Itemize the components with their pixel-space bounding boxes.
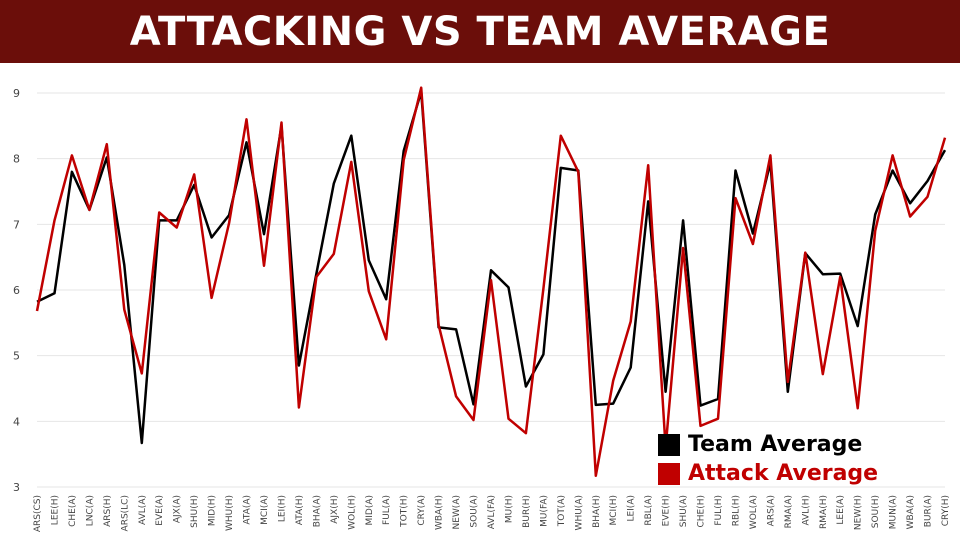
- x-tick-label: WHU(A): [574, 495, 584, 530]
- legend: Team Average Attack Average: [658, 430, 878, 488]
- x-tick-label: CRY(H): [941, 495, 951, 526]
- x-tick-label: AJX(A): [173, 495, 183, 523]
- x-tick-label: AJX(H): [330, 495, 340, 524]
- x-tick-label: LNC(A): [85, 495, 95, 526]
- x-tick-label: TOT(H): [400, 495, 410, 528]
- y-tick-label: 5: [13, 350, 20, 363]
- line-chart: 3 4 5 6 7 8 9 ARS(CS) LEE(H) CHE(A) LNC(A) ARS(H) AR…: [13, 86, 951, 532]
- x-tick-label: EVE(H): [662, 495, 672, 526]
- legend-label-team: Team Average: [688, 432, 863, 457]
- x-tick-label: MID(H): [208, 495, 218, 526]
- x-tick-label: ATA(A): [243, 495, 253, 525]
- x-tick-label: SHU(A): [679, 495, 689, 527]
- y-tick-label: 9: [13, 87, 20, 100]
- x-tick-label: WHU(H): [225, 495, 235, 531]
- y-tick-label: 4: [13, 415, 20, 428]
- x-tick-label: LEE(A): [836, 495, 846, 525]
- x-tick-label: ARS(CS): [33, 495, 43, 532]
- x-tick-label: SOU(H): [871, 495, 881, 528]
- x-tick-label: MU(H): [504, 495, 514, 523]
- x-tick-label: TOT(A): [557, 495, 567, 527]
- x-tick-label: BHA(H): [592, 495, 602, 528]
- x-tick-label: EVE(A): [155, 495, 165, 526]
- x-tick-label: MCI(H): [609, 495, 619, 526]
- legend-swatch-attack: [658, 462, 680, 485]
- x-tick-label: LEI(H): [277, 495, 287, 522]
- x-tick-label: WBA(A): [906, 495, 916, 529]
- x-tick-label: ARS(A): [766, 495, 776, 526]
- y-tick-label: 6: [13, 284, 20, 297]
- chart-title: ATTACKING VS TEAM AVERAGE: [129, 8, 831, 55]
- x-tick-label: AVL(A): [138, 495, 148, 525]
- legend-swatch-team: [658, 433, 680, 456]
- x-tick-label: LEI(A): [627, 495, 637, 522]
- x-tick-label: MID(A): [365, 495, 375, 526]
- x-tick-label: FUL(A): [382, 495, 392, 525]
- x-tick-label: NEW(A): [452, 495, 462, 530]
- x-tick-label: BUR(H): [522, 495, 532, 528]
- x-tick-label: SHU(H): [190, 495, 200, 528]
- y-tick-label: 8: [13, 153, 20, 166]
- x-tick-label: LEE(H): [50, 495, 60, 525]
- x-tick-label: WBA(H): [435, 495, 445, 530]
- y-tick-label: 3: [13, 481, 20, 494]
- y-tick-label: 7: [13, 218, 20, 231]
- x-tick-label: WOL(H): [347, 495, 357, 530]
- x-tick-label: AVL(H): [801, 495, 811, 526]
- x-tick-label: MU(FA): [539, 495, 549, 527]
- x-tick-label: RBL(H): [731, 495, 741, 526]
- x-tick-label: SOU(A): [470, 495, 480, 528]
- x-tick-label: ARS(H): [103, 495, 113, 527]
- x-tick-label: CRY(A): [417, 495, 427, 526]
- x-tick-label: RBL(A): [644, 495, 654, 526]
- x-tick-label: NEW(H): [854, 495, 864, 530]
- x-tick-label: ATA(H): [295, 495, 305, 525]
- x-tick-label: CHE(A): [68, 495, 78, 527]
- x-tick-label: BUR(A): [924, 495, 934, 527]
- x-tick-label: MUN(A): [889, 495, 899, 529]
- x-tick-label: ARS(LC): [120, 495, 130, 531]
- x-tick-label: MCI(A): [260, 495, 270, 525]
- x-tick-label: AVL(FA): [487, 495, 497, 529]
- legend-item-team: Team Average: [658, 430, 878, 459]
- x-tick-label: RMA(A): [784, 495, 794, 528]
- x-tick-label: CHE(H): [697, 495, 707, 528]
- series-line-team-average: [36, 90, 947, 445]
- x-tick-label: FUL(H): [714, 495, 724, 526]
- series-line-attack-average: [35, 86, 947, 478]
- x-tick-label: RMA(H): [819, 495, 829, 529]
- x-tick-label: BHA(A): [312, 495, 322, 527]
- title-banner: ATTACKING VS TEAM AVERAGE: [0, 0, 960, 63]
- x-tick-label: WOL(A): [749, 495, 759, 529]
- legend-label-attack: Attack Average: [688, 461, 879, 486]
- legend-item-attack: Attack Average: [658, 459, 878, 488]
